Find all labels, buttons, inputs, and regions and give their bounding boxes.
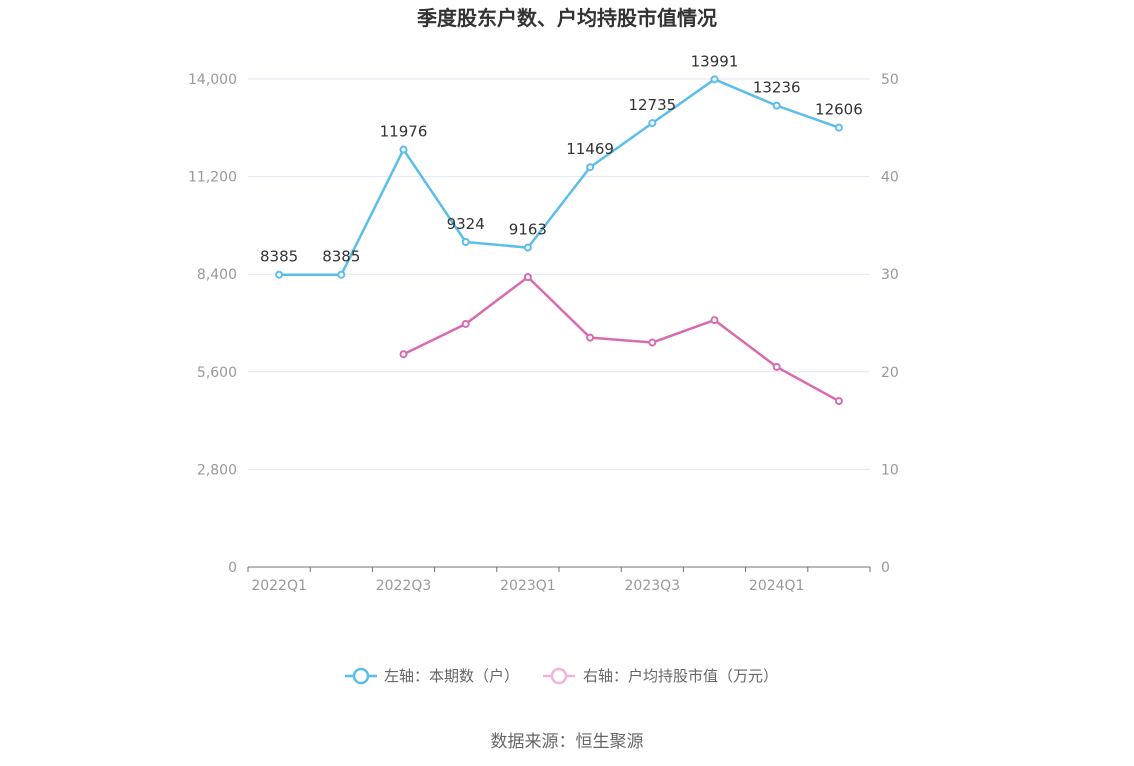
left-tick-label: 0: [228, 560, 237, 576]
legend-label: 右轴：户均持股市值（万元）: [583, 667, 778, 685]
right-tick-label: 50: [881, 72, 899, 88]
data-point: [461, 237, 470, 246]
data-point: [586, 333, 595, 342]
chart-title: 季度股东户数、户均持股市值情况: [416, 6, 717, 30]
legend-swatch-marker: [352, 667, 370, 685]
data-point: [399, 350, 408, 359]
x-tick-label: 2024Q1: [749, 578, 805, 594]
data-point: [586, 163, 595, 172]
right-tick-label: 0: [881, 560, 890, 576]
data-point: [772, 101, 781, 110]
series-line-1: [279, 78, 840, 276]
legend[interactable]: 左轴：本期数（户） 右轴：户均持股市值（万元）: [345, 667, 778, 685]
left-tick-label: 8,400: [197, 267, 237, 283]
series-line-2: [402, 275, 840, 403]
left-tick-label: 14,000: [188, 72, 237, 88]
legend-item-1[interactable]: 左轴：本期数（户）: [345, 667, 519, 685]
data-label: 13991: [691, 52, 739, 70]
data-label: 11469: [566, 140, 614, 158]
data-point: [710, 316, 719, 325]
left-tick-label: 11,200: [188, 170, 237, 186]
x-tick-label: 2023Q1: [500, 578, 556, 594]
data-point: [648, 338, 657, 347]
data-point: [523, 273, 532, 282]
left-tick-label: 5,600: [197, 365, 237, 381]
data-label: 11976: [380, 123, 428, 141]
data-label: 8385: [322, 248, 360, 266]
data-point: [772, 362, 781, 371]
legend-label: 左轴：本期数（户）: [384, 667, 519, 685]
data-point: [523, 243, 532, 252]
axes: 0 2,800 5,600 8,400 11,200 14,000 0 10 20 30 40 50 2…: [188, 72, 899, 594]
data-point: [834, 123, 843, 132]
right-tick-label: 30: [881, 267, 899, 283]
data-label: 9163: [509, 221, 547, 239]
source-note: 数据来源：恒生聚源: [491, 732, 644, 752]
x-tick-label: 2022Q1: [251, 578, 307, 594]
legend-swatch-marker: [550, 667, 568, 685]
legend-item-2[interactable]: 右轴：户均持股市值（万元）: [543, 667, 778, 685]
data-label: 8385: [260, 248, 298, 266]
data-point: [710, 75, 719, 84]
data-point: [461, 319, 470, 328]
data-label: 12735: [628, 96, 676, 114]
x-tick-label: 2022Q3: [376, 578, 432, 594]
right-tick-label: 40: [881, 170, 899, 186]
data-label: 9324: [447, 215, 485, 233]
data-point: [399, 145, 408, 154]
series-layer: [275, 75, 843, 406]
data-point: [834, 397, 843, 406]
data-point: [648, 119, 657, 128]
data-point: [337, 270, 346, 279]
right-tick-label: 10: [881, 462, 899, 478]
right-tick-label: 20: [881, 365, 899, 381]
data-label: 12606: [815, 101, 863, 119]
data-point: [275, 270, 284, 279]
data-labels: 8385 8385 11976 9324 9163 11469 12735 13991 1323…: [260, 52, 863, 265]
x-tick-label: 2023Q3: [625, 578, 681, 594]
grid: [248, 78, 870, 470]
data-label: 13236: [753, 79, 801, 97]
left-tick-label: 2,800: [197, 462, 237, 478]
